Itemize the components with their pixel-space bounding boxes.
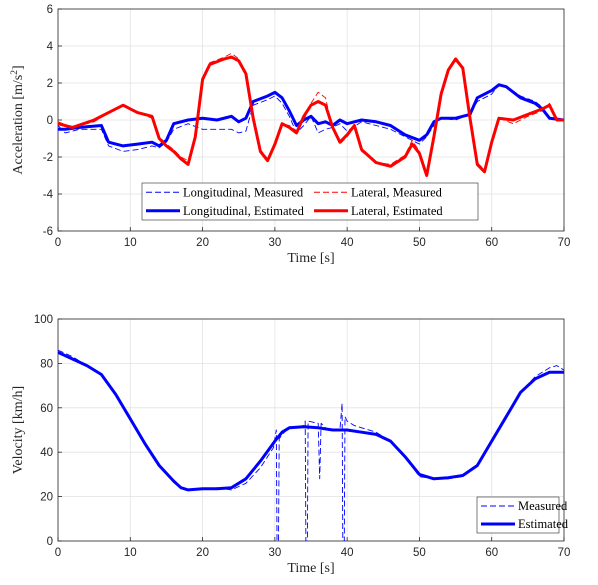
- velocity-legend-label-measured: Measured: [518, 499, 568, 513]
- velocity-y-axis-label: Velocity [km/h]: [11, 386, 26, 474]
- acceleration-x-tick-label: 40: [341, 237, 354, 249]
- acceleration-legend-label-longitudinal-estimated: Longitudinal, Estimated: [183, 204, 305, 218]
- acceleration-x-tick-label: 30: [268, 237, 281, 249]
- acceleration-series-lateral-estimated: [58, 55, 564, 177]
- velocity-legend-box: [476, 496, 560, 534]
- acceleration-y-tick-label: 0: [47, 115, 53, 127]
- acceleration-legend: Longitudinal, Measured Lateral, Measured L…: [141, 182, 479, 221]
- velocity-y-tick-label: 0: [47, 536, 53, 548]
- acceleration-legend-label-lateral-estimated: Lateral, Estimated: [351, 204, 443, 218]
- velocity-tick-labels: 0 10 20 30 40 50 60 70 0 20 40 60 80 100: [34, 314, 571, 559]
- acceleration-x-tick-label: 60: [485, 237, 498, 249]
- acceleration-x-tick-label: 50: [413, 237, 426, 249]
- velocity-series: [58, 349, 564, 541]
- velocity-y-tick-label: 40: [40, 447, 53, 459]
- acceleration-chart: 0 10 20 30 40 50 60 70 -6 -4 -2 0 2 4 6 Time [s] Accel…: [10, 4, 570, 266]
- velocity-x-tick-label: 50: [413, 547, 426, 559]
- acceleration-legend-label-longitudinal-measured: Longitudinal, Measured: [183, 185, 304, 199]
- velocity-legend: Measured Estimated: [476, 496, 569, 534]
- acceleration-legend-box: [141, 182, 479, 221]
- acceleration-legend-label-lateral-measured: Lateral, Measured: [351, 185, 443, 199]
- velocity-series-estimated: [58, 350, 564, 492]
- acceleration-x-tick-label: 10: [124, 237, 137, 249]
- velocity-x-tick-label: 20: [196, 547, 209, 559]
- acceleration-series-longitudinal-estimated: [58, 83, 564, 148]
- acceleration-y-tick-label: -6: [43, 226, 53, 238]
- velocity-y-tick-label: 80: [40, 358, 53, 370]
- acceleration-y-tick-label: 2: [47, 78, 53, 90]
- acceleration-series: [58, 52, 564, 177]
- velocity-x-axis-label: Time [s]: [287, 561, 334, 576]
- acceleration-x-axis-label: Time [s]: [287, 251, 334, 266]
- acceleration-x-tick-label: 0: [55, 237, 61, 249]
- acceleration-tick-labels: 0 10 20 30 40 50 60 70 -6 -4 -2 0 2 4 6: [43, 4, 571, 249]
- velocity-x-tick-label: 10: [124, 547, 137, 559]
- velocity-x-tick-label: 40: [341, 547, 354, 559]
- acceleration-y-tick-label: 4: [47, 41, 54, 53]
- velocity-y-tick-label: 100: [34, 314, 53, 326]
- velocity-x-tick-label: 30: [268, 547, 281, 559]
- acceleration-y-tick-label: -2: [43, 152, 53, 164]
- acceleration-x-tick-label: 20: [196, 237, 209, 249]
- acceleration-y-tick-label: -4: [43, 189, 54, 201]
- acceleration-y-tick-label: 6: [47, 4, 53, 16]
- acceleration-x-tick-label: 70: [558, 237, 571, 249]
- acceleration-y-axis-label: Acceleration [m/s2]: [10, 65, 26, 174]
- velocity-legend-label-estimated: Estimated: [518, 517, 569, 531]
- velocity-x-tick-label: 0: [55, 547, 61, 559]
- velocity-y-tick-label: 60: [40, 403, 53, 415]
- velocity-chart: 0 10 20 30 40 50 60 70 0 20 40 60 80 100 Time [s] Vel…: [11, 314, 570, 576]
- velocity-plot-frame: [57, 318, 565, 542]
- velocity-y-tick-label: 20: [40, 492, 53, 504]
- velocity-x-tick-label: 70: [558, 547, 571, 559]
- velocity-x-tick-label: 60: [485, 547, 498, 559]
